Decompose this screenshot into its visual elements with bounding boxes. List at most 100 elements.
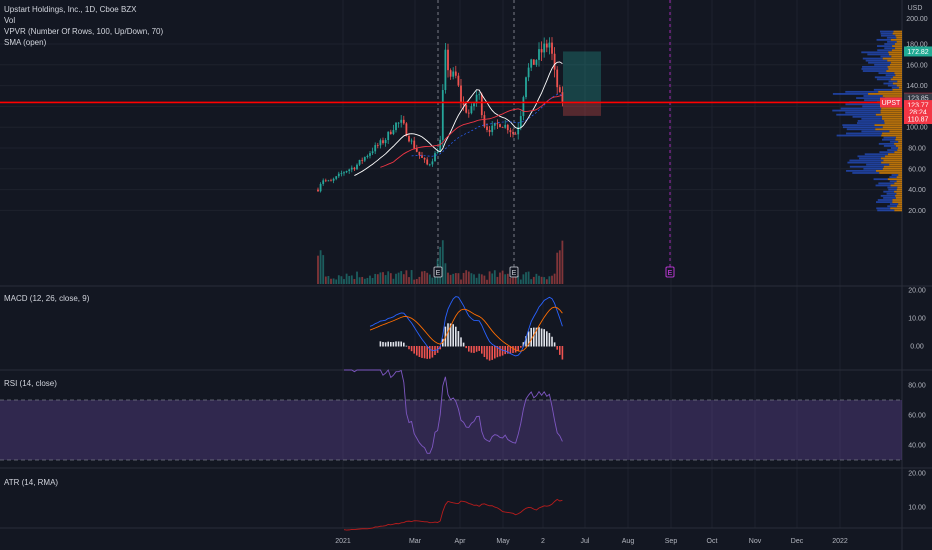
macd-hist-bar [439, 346, 441, 350]
vpvr-up [883, 145, 896, 147]
macd-hist-bar [457, 331, 460, 347]
volume-bar [460, 279, 462, 284]
time-tick: 2022 [832, 538, 848, 545]
volume-bar [330, 278, 332, 284]
vpvr-up [883, 190, 895, 193]
vpvr-up [876, 38, 891, 41]
volume-bar [421, 271, 423, 284]
vpvr-up [846, 128, 876, 131]
macd-hist-bar [449, 323, 452, 347]
volume-bar [376, 274, 379, 284]
time-tick: Mar [409, 538, 422, 545]
volume-bar [379, 272, 382, 284]
volume-bar [512, 277, 514, 284]
countdown-tag-text: 28:24 [909, 109, 927, 116]
vpvr-up [864, 153, 888, 156]
candle-body [504, 124, 507, 128]
vpvr-up [883, 82, 893, 85]
candle-body [371, 151, 374, 154]
volume-bar [434, 274, 436, 284]
volume-bar [337, 275, 340, 284]
vpvr-down [880, 111, 902, 114]
candle-body [322, 180, 325, 184]
atr-label: ATR (14, RMA) [4, 478, 59, 487]
volume-bar [499, 272, 501, 284]
ma-line-blue [411, 94, 563, 157]
vpvr-down [883, 165, 902, 168]
time-tick: Apr [455, 538, 467, 545]
vpvr-down [895, 74, 902, 77]
vpvr-up [887, 186, 898, 189]
candle-body [499, 124, 501, 128]
vpvr-down [882, 95, 902, 97]
volume-bar [335, 279, 338, 284]
candle-body [514, 133, 517, 135]
vpvr-down [898, 86, 902, 89]
volume-profile [832, 30, 902, 212]
vpvr-up [883, 197, 896, 199]
atr-legend[interactable]: ATR (14, RMA) [4, 477, 58, 488]
rsi-legend[interactable]: RSI (14, close) [4, 378, 57, 389]
position-profit-zone [563, 51, 601, 103]
macd-hist-bar [405, 345, 408, 347]
volume-bar [525, 272, 527, 284]
vpvr-down [896, 176, 902, 179]
vpvr-up [891, 174, 899, 176]
volume-bar [493, 270, 496, 284]
candle-body [553, 53, 556, 70]
candle-body [431, 161, 434, 165]
macd-hist-bar [533, 327, 535, 347]
volume-bar [467, 271, 470, 284]
vpvr-up [863, 167, 883, 170]
macd-hist-bar [426, 346, 428, 359]
vpvr-down [889, 63, 902, 66]
macd-hist-bar [514, 346, 517, 353]
macd-tick: 20.00 [908, 288, 926, 295]
candle-body [470, 106, 473, 114]
macd-legend[interactable]: MACD (12, 26, close, 9) [4, 293, 89, 304]
volume-bar [501, 270, 504, 284]
vpvr-down [875, 169, 902, 172]
symbol-title[interactable]: Upstart Holdings, Inc., 1D, Cboe BZX [4, 5, 137, 14]
vpvr-up [857, 155, 885, 158]
vpvr-down [896, 36, 902, 39]
candle-body [525, 77, 527, 98]
atr-tick: 20.00 [908, 471, 926, 478]
candle-body [343, 172, 345, 174]
candle-body [363, 157, 366, 161]
symbol-tag-text: UPST [882, 100, 901, 107]
vpvr-down [897, 80, 902, 83]
price-tick: 140.00 [906, 83, 928, 90]
vpvr-down [890, 78, 902, 81]
vpvr-up [861, 51, 889, 54]
signal-line [369, 306, 563, 352]
macd-hist-bar [553, 342, 556, 347]
volume-bar [350, 275, 353, 284]
vpvr-down [894, 190, 902, 193]
candles [317, 37, 564, 193]
time-tick: 2021 [335, 538, 351, 545]
candle-body [324, 180, 327, 182]
position-loss-zone [563, 102, 601, 116]
volume-bar [545, 279, 548, 284]
vpvr-down [894, 151, 902, 154]
macd-hist-bar [535, 327, 538, 347]
candle-body [400, 119, 403, 123]
candle-body [496, 123, 499, 125]
volume-bar [480, 274, 483, 284]
price-tick: 40.00 [908, 187, 926, 194]
atr-line [343, 498, 563, 531]
vpvr-down [895, 145, 902, 147]
volume-bar [540, 276, 543, 284]
event-marker [433, 266, 443, 278]
vpvr-up [859, 157, 881, 160]
rsi-tick: 40.00 [908, 443, 926, 450]
candle-body [509, 130, 512, 133]
candle-body [397, 122, 400, 124]
indicator-sma[interactable]: SMA (open) [4, 38, 47, 47]
vpvr-down [896, 41, 902, 43]
candle-body [387, 131, 390, 140]
target-price-tag [904, 46, 932, 57]
indicator-vol[interactable]: Vol [4, 16, 16, 25]
indicator-vpvr[interactable]: VPVR (Number Of Rows, 100, Up/Down, 70) [4, 27, 164, 36]
